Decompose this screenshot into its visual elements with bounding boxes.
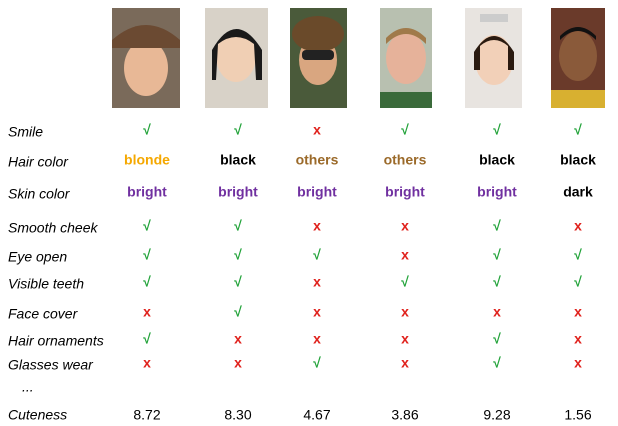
photo — [290, 8, 347, 108]
cell: x — [234, 331, 242, 347]
photo — [112, 8, 180, 108]
cell: bright — [218, 184, 258, 200]
cell: x — [313, 331, 321, 347]
cell: x — [234, 355, 242, 371]
cell: 9.28 — [483, 407, 510, 423]
photo — [551, 8, 605, 108]
cell: √ — [143, 331, 151, 347]
page: Smile √ √ x √ √ √ Hair color blonde black others ot… — [0, 0, 618, 426]
row-label: ... — [22, 379, 34, 395]
cell: black — [479, 152, 515, 168]
cell: √ — [234, 218, 242, 234]
row-label: Cuteness — [8, 407, 67, 423]
cell: 8.30 — [224, 407, 251, 423]
cell: √ — [143, 247, 151, 263]
cell: 1.56 — [564, 407, 591, 423]
cell: √ — [234, 122, 242, 138]
cell: bright — [127, 184, 167, 200]
row-label: Skin color — [8, 186, 71, 202]
cell: √ — [401, 122, 409, 138]
cell: √ — [234, 247, 242, 263]
cell: others — [384, 152, 427, 168]
cell: x — [401, 355, 409, 371]
cell: 3.86 — [391, 407, 418, 423]
cell: black — [220, 152, 256, 168]
cell: √ — [234, 304, 242, 320]
cell: x — [401, 331, 409, 347]
row-label: Visible teeth — [8, 276, 84, 292]
cell: x — [574, 304, 582, 320]
cell: √ — [493, 122, 501, 138]
cell: √ — [493, 218, 501, 234]
row-label: Face cover — [8, 306, 79, 322]
cell: √ — [493, 247, 501, 263]
row-label: Hair color — [8, 154, 69, 170]
cell: x — [313, 122, 321, 138]
cell: others — [296, 152, 339, 168]
cell: x — [574, 355, 582, 371]
cell: blonde — [124, 152, 170, 168]
cell: √ — [493, 355, 501, 371]
cell: bright — [477, 184, 517, 200]
cell: x — [401, 218, 409, 234]
cell: √ — [313, 247, 321, 263]
photo — [380, 8, 432, 108]
photo — [465, 8, 522, 108]
cell: √ — [401, 274, 409, 290]
cell: √ — [574, 122, 582, 138]
cell: x — [313, 274, 321, 290]
cell: dark — [563, 184, 593, 200]
cell: √ — [493, 331, 501, 347]
row-label: Hair ornaments — [8, 333, 104, 349]
cell: 4.67 — [303, 407, 330, 423]
row-label: Smooth cheek — [8, 220, 98, 236]
cell: √ — [574, 247, 582, 263]
cell: x — [313, 304, 321, 320]
cell: 8.72 — [133, 407, 160, 423]
cell: x — [143, 304, 151, 320]
cell: √ — [574, 274, 582, 290]
cell: √ — [143, 274, 151, 290]
cell: black — [560, 152, 596, 168]
cell: √ — [313, 355, 321, 371]
cell: bright — [385, 184, 425, 200]
cell: √ — [143, 122, 151, 138]
cell: bright — [297, 184, 337, 200]
cell: √ — [493, 274, 501, 290]
row-label: Smile — [8, 124, 43, 140]
cell: x — [313, 218, 321, 234]
row-label: Eye open — [8, 249, 67, 265]
cell: x — [401, 247, 409, 263]
figure: Smile √ √ x √ √ √ Hair color blonde black others ot… — [0, 0, 618, 426]
cell: √ — [143, 218, 151, 234]
photos — [112, 8, 605, 108]
cell: x — [493, 304, 501, 320]
row-label: Glasses wear — [8, 357, 94, 373]
photo — [205, 8, 268, 108]
cell: x — [574, 218, 582, 234]
cell: x — [401, 304, 409, 320]
cell: x — [574, 331, 582, 347]
cell: √ — [234, 274, 242, 290]
cell: x — [143, 355, 151, 371]
